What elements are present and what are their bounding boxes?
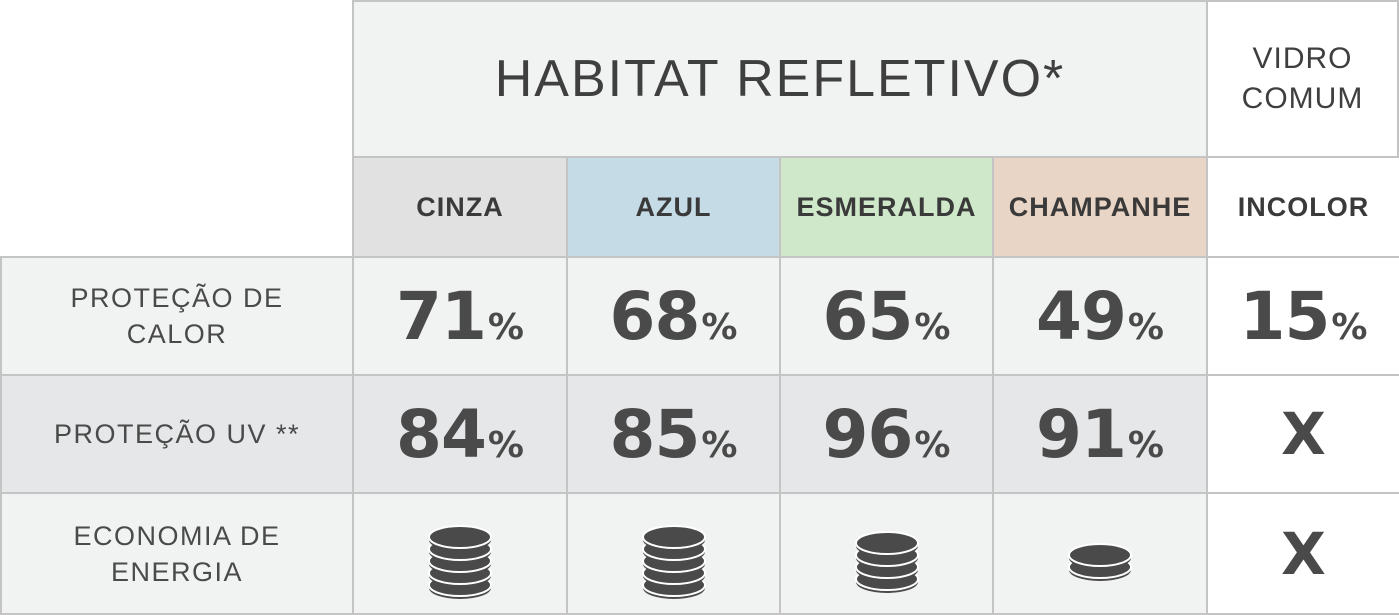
value-unit: % (1127, 424, 1164, 466)
not-applicable-mark: X (1281, 400, 1326, 468)
row-header-cell: PROTEÇÃO DE CALOR (0, 256, 354, 376)
value-number: 68 (609, 277, 701, 355)
column-header-cell: INCOLOR (1206, 156, 1399, 258)
table-cell: 91% (992, 374, 1208, 494)
table-cell (992, 492, 1208, 615)
not-applicable-mark: X (1281, 519, 1326, 588)
coin-stack-icon (428, 524, 492, 599)
value-number: 91 (1036, 395, 1127, 473)
row-header: ECONOMIA DE ENERGIA (73, 520, 281, 587)
coin-stack-icon (1068, 542, 1132, 581)
column-header: CINZA (416, 191, 504, 222)
data-label: 96% (823, 396, 951, 473)
column-header: AZUL (635, 191, 712, 222)
row-header: PROTEÇÃO DE CALOR (70, 283, 284, 349)
value-number: 71 (396, 277, 487, 355)
table-cell (352, 492, 568, 615)
column-header-cell: ESMERALDA (779, 156, 994, 258)
table-cell (566, 492, 781, 615)
group-header: HABITAT REFLETIVO* (494, 50, 1066, 108)
column-header: INCOLOR (1237, 191, 1370, 222)
value-number: 49 (1036, 277, 1127, 355)
value-unit: % (1331, 306, 1368, 348)
value-number: 84 (396, 395, 487, 473)
table-cell: X (1206, 492, 1399, 615)
coin-icon (641, 524, 706, 549)
coin-icon (1068, 542, 1132, 567)
table-cell: X (1206, 374, 1399, 494)
data-label: 84% (396, 396, 524, 473)
table-cell: 68% (566, 256, 781, 376)
value-number: 15 (1239, 277, 1331, 355)
data-label: 49% (1036, 278, 1164, 355)
value-unit: % (487, 424, 524, 466)
coin-icon (428, 524, 492, 549)
data-label: 71% (396, 278, 524, 355)
value-unit: % (914, 306, 951, 348)
table-cell (779, 492, 994, 615)
row-header: PROTEÇÃO UV ** (53, 419, 301, 449)
value-number: 85 (609, 395, 701, 473)
table-cell: 65% (779, 256, 994, 376)
data-label: 15% (1240, 278, 1368, 355)
comparison-header: VIDRO COMUM (1241, 42, 1364, 115)
value-unit: % (1127, 306, 1164, 348)
row-header-cell: ECONOMIA DE ENERGIA (0, 492, 354, 615)
value-unit: % (701, 306, 738, 348)
data-label: 65% (823, 278, 951, 355)
row-header-cell: PROTEÇÃO UV ** (0, 374, 354, 494)
table-cell: 49% (992, 256, 1208, 376)
table-corner (0, 0, 354, 258)
column-header-cell: CINZA (352, 156, 568, 258)
coin-icon (854, 530, 919, 555)
column-header-cell: AZUL (566, 156, 781, 258)
coin-stack-icon (854, 530, 919, 593)
table-cell: 84% (352, 374, 568, 494)
value-unit: % (487, 306, 524, 348)
column-header-cell: CHAMPANHE (992, 156, 1208, 258)
value-number: 65 (822, 277, 914, 355)
value-number: 96 (822, 395, 914, 473)
value-unit: % (914, 424, 951, 466)
table-cell: 96% (779, 374, 994, 494)
group-header-cell: HABITAT REFLETIVO* (352, 0, 1208, 158)
table-cell: 71% (352, 256, 568, 376)
column-header: ESMERALDA (796, 191, 977, 222)
data-label: 91% (1036, 396, 1164, 473)
coin-stack-icon (641, 524, 706, 599)
table-cell: 85% (566, 374, 781, 494)
data-label: 68% (610, 278, 738, 355)
value-unit: % (701, 424, 738, 466)
comparison-header-cell: VIDRO COMUM (1206, 0, 1399, 158)
data-label: 85% (610, 396, 738, 473)
table-cell: 15% (1206, 256, 1399, 376)
column-header: CHAMPANHE (1008, 191, 1192, 222)
